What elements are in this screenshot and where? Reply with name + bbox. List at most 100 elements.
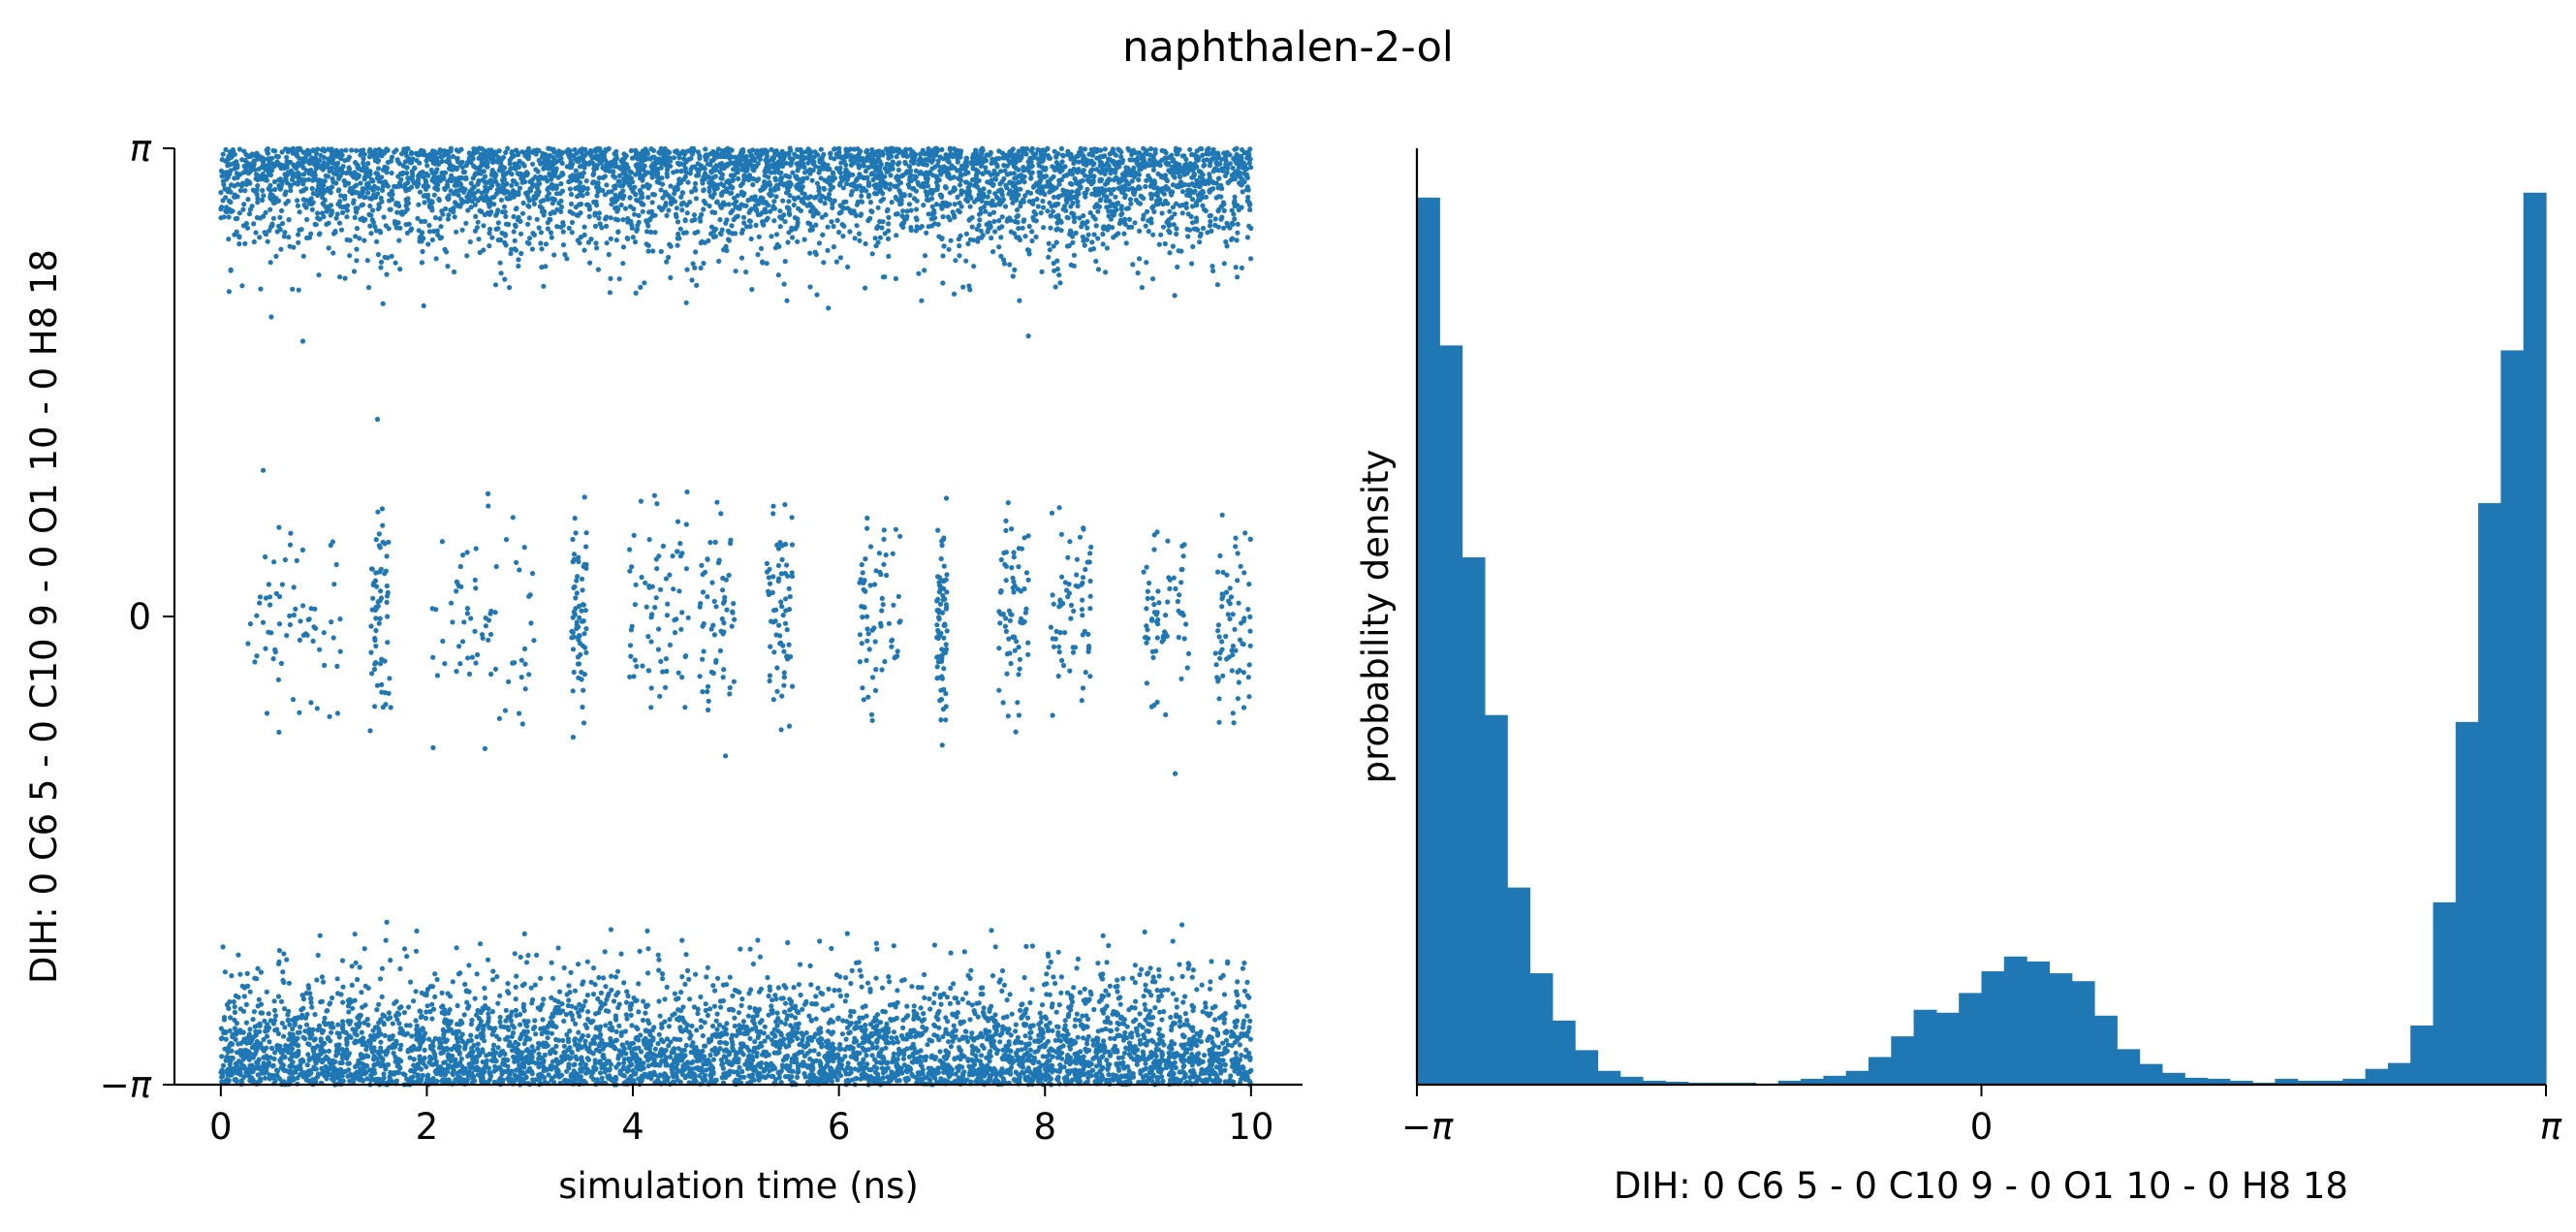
scatter-point <box>643 1027 648 1033</box>
scatter-point <box>835 1015 841 1021</box>
scatter-point <box>473 171 479 176</box>
scatter-point <box>1001 982 1007 988</box>
scatter-point <box>675 670 681 676</box>
scatter-point <box>398 1004 404 1010</box>
scatter-point <box>486 503 491 509</box>
scatter-point <box>914 224 920 230</box>
scatter-point <box>927 995 932 1002</box>
scatter-point <box>421 302 426 309</box>
scatter-point <box>1080 597 1085 603</box>
scatter-point <box>559 160 565 166</box>
scatter-point <box>1200 225 1207 232</box>
scatter-point <box>943 690 949 697</box>
scatter-point <box>340 999 346 1005</box>
scatter-point <box>1245 675 1251 680</box>
scatter-point <box>798 992 803 998</box>
scatter-point <box>706 707 711 713</box>
scatter-point <box>1013 729 1019 735</box>
scatter-point <box>538 975 544 981</box>
scatter-point <box>996 218 1002 224</box>
scatter-point <box>1034 196 1040 203</box>
scatter-point <box>595 267 602 272</box>
scatter-point <box>741 1074 747 1080</box>
scatter-point <box>674 205 680 211</box>
scatter-point <box>602 949 608 955</box>
scatter-point <box>951 291 958 297</box>
scatter-point <box>656 998 662 1004</box>
scatter-point <box>478 163 484 170</box>
scatter-point <box>1143 223 1148 229</box>
scatter-point <box>775 562 782 569</box>
scatter-point <box>1056 649 1062 655</box>
scatter-point <box>1135 270 1141 276</box>
scatter-point <box>570 210 576 216</box>
scatter-point <box>627 547 633 553</box>
scatter-point <box>380 1012 386 1018</box>
scatter-point <box>486 617 492 623</box>
scatter-point <box>1077 534 1084 540</box>
scatter-point <box>358 180 363 186</box>
scatter-point <box>432 215 438 221</box>
scatter-point <box>786 642 792 648</box>
scatter-point <box>863 556 868 562</box>
scatter-point <box>218 1026 224 1031</box>
scatter-point <box>1107 983 1113 989</box>
scatter-point <box>787 211 793 217</box>
scatter-point <box>864 147 870 153</box>
scatter-point <box>570 734 577 741</box>
scatter-point <box>1054 258 1060 264</box>
scatter-point <box>872 639 878 645</box>
scatter-point <box>226 289 232 295</box>
scatter-point <box>251 238 257 245</box>
scatter-point <box>976 1000 982 1006</box>
scatter-point <box>718 628 724 634</box>
scatter-point <box>872 582 878 587</box>
scatter-point <box>965 240 971 247</box>
scatter-point <box>881 536 887 543</box>
scatter-point <box>975 238 981 244</box>
scatter-point <box>716 557 722 563</box>
scatter-point <box>452 214 457 220</box>
scatter-point <box>1177 592 1182 598</box>
scatter-point <box>844 993 850 998</box>
scatter-point <box>378 265 384 270</box>
scatter-point <box>1053 628 1059 635</box>
scatter-point <box>774 688 780 694</box>
scatter-point <box>1046 240 1052 246</box>
scatter-point <box>1144 260 1149 266</box>
scatter-point <box>487 243 492 249</box>
scatter-point <box>630 235 636 240</box>
scatter-point <box>616 276 622 282</box>
scatter-point <box>646 1021 652 1027</box>
scatter-point <box>492 149 499 155</box>
scatter-point <box>267 1039 272 1045</box>
scatter-point <box>270 215 276 221</box>
scatter-point <box>541 283 547 289</box>
scatter-point <box>1176 634 1181 641</box>
scatter-point <box>593 240 599 246</box>
scatter-point <box>1169 975 1175 982</box>
scatter-point <box>958 204 964 209</box>
scatter-point <box>339 958 346 963</box>
scatter-point <box>826 1028 832 1034</box>
scatter-point <box>475 651 481 658</box>
scatter-point <box>956 999 961 1005</box>
scatter-point <box>1172 211 1178 217</box>
scatter-point <box>273 153 279 159</box>
scatter-point <box>357 964 362 970</box>
scatter-point <box>736 175 741 182</box>
scatter-point <box>649 200 655 205</box>
scatter-point <box>396 1021 402 1027</box>
scatter-point <box>518 657 524 663</box>
scatter-point <box>397 267 403 272</box>
scatter-point <box>1188 213 1194 220</box>
scatter-point <box>518 250 524 257</box>
scatter-point <box>924 230 929 236</box>
scatter-point <box>1017 656 1022 662</box>
scatter-point <box>1178 580 1184 585</box>
scatter-point <box>705 688 710 695</box>
scatter-point <box>767 678 772 684</box>
scatter-point <box>338 227 345 233</box>
scatter-point <box>1113 152 1119 158</box>
scatter-point <box>730 610 736 616</box>
